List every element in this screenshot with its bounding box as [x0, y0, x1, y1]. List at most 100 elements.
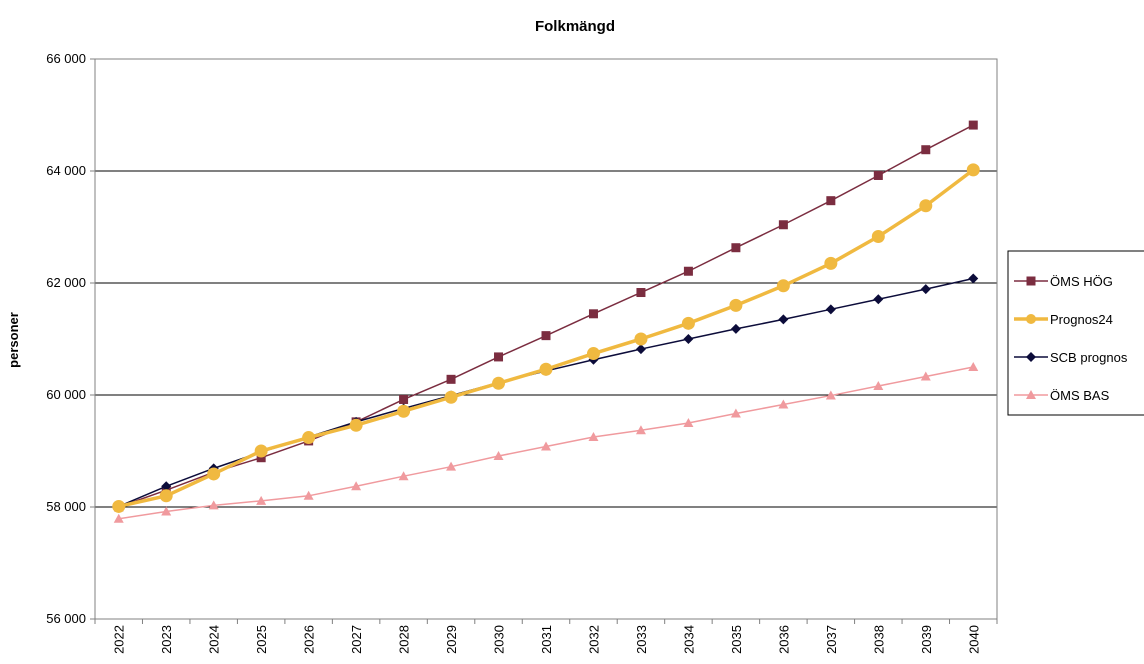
y-tick-label: 64 000 — [46, 163, 86, 178]
series-öms-bas — [113, 362, 979, 523]
y-tick-label: 58 000 — [46, 499, 86, 514]
data-point — [302, 431, 316, 445]
data-point — [539, 362, 553, 376]
data-point — [1026, 314, 1036, 324]
data-point — [778, 399, 789, 409]
legend-label: Prognos24 — [1050, 312, 1113, 327]
chart-title: Folkmängd — [535, 18, 615, 35]
data-point — [825, 390, 836, 400]
x-tick-label: 2035 — [729, 625, 744, 654]
data-point — [586, 347, 600, 361]
x-tick-label: 2030 — [492, 625, 507, 654]
data-point — [968, 273, 979, 284]
gridlines — [95, 170, 997, 508]
data-point — [683, 266, 693, 276]
data-point — [636, 288, 646, 298]
x-tick-label: 2023 — [159, 625, 174, 654]
data-point — [588, 432, 599, 441]
data-point — [968, 362, 979, 371]
x-tick-label: 2039 — [919, 625, 934, 654]
data-point — [776, 279, 790, 293]
data-point — [446, 461, 457, 471]
y-tick-label: 66 000 — [46, 51, 86, 66]
x-tick-label: 2026 — [302, 625, 317, 654]
data-point — [920, 284, 931, 295]
x-tick-label: 2033 — [634, 625, 649, 654]
plot-area — [94, 58, 998, 620]
x-tick-label: 2034 — [681, 625, 696, 654]
data-point — [873, 170, 883, 180]
x-tick-label: 2032 — [586, 625, 601, 654]
data-point — [588, 309, 598, 319]
data-point — [113, 513, 124, 523]
legend-label: ÖMS HÖG — [1050, 274, 1113, 289]
data-point — [778, 220, 788, 230]
data-point — [730, 323, 741, 334]
x-tick-label: 2028 — [397, 625, 412, 654]
data-point — [778, 314, 789, 325]
x-tick-label: 2038 — [871, 625, 886, 654]
data-point — [635, 425, 646, 435]
data-point — [871, 230, 885, 244]
data-point — [446, 374, 456, 384]
data-point — [207, 467, 221, 481]
data-point — [112, 499, 126, 513]
data-point — [919, 199, 933, 213]
legend-item: Prognos24 — [1014, 312, 1113, 327]
data-point — [634, 332, 648, 346]
legend-item: ÖMS HÖG — [1014, 274, 1113, 289]
data-point — [303, 490, 314, 500]
data-point — [493, 451, 504, 461]
data-point — [683, 418, 694, 427]
data-point — [729, 298, 743, 312]
x-tick-label: 2031 — [539, 625, 554, 654]
data-point — [825, 304, 836, 315]
data-point — [920, 371, 931, 381]
data-point — [492, 376, 506, 390]
data-point — [731, 243, 741, 253]
data-point — [921, 145, 931, 155]
x-tick-label: 2036 — [776, 625, 791, 654]
y-axis-label: personer — [6, 312, 21, 368]
data-point — [208, 500, 219, 510]
y-tick-label: 60 000 — [46, 387, 86, 402]
data-point — [824, 256, 838, 270]
data-point — [256, 453, 266, 463]
legend-item: SCB prognos — [1014, 350, 1128, 365]
data-point — [161, 506, 172, 516]
data-point — [966, 163, 980, 177]
data-point — [1026, 390, 1036, 399]
data-point — [968, 120, 978, 130]
data-point — [1026, 276, 1036, 286]
x-tick-label: 2029 — [444, 625, 459, 654]
x-tick-label: 2037 — [824, 625, 839, 654]
data-point — [254, 444, 268, 458]
data-point — [351, 481, 362, 491]
y-tick-label: 62 000 — [46, 275, 86, 290]
data-point — [398, 471, 409, 481]
x-tick-label: 2022 — [112, 625, 127, 654]
x-tick-label: 2027 — [349, 625, 364, 654]
data-point — [494, 352, 504, 362]
data-point — [161, 481, 172, 492]
data-point — [444, 390, 458, 404]
data-point — [399, 394, 409, 404]
data-point — [1026, 352, 1036, 362]
data-point — [256, 495, 267, 505]
data-point — [541, 331, 551, 341]
legend-label: ÖMS BAS — [1050, 388, 1110, 403]
x-tick-label: 2024 — [207, 625, 222, 654]
data-point — [681, 316, 695, 330]
data-point — [541, 441, 551, 451]
data-point — [635, 344, 646, 355]
data-point — [730, 408, 741, 418]
data-point — [159, 489, 173, 503]
data-point — [683, 334, 694, 344]
y-tick-label: 56 000 — [46, 611, 86, 626]
data-point — [349, 418, 363, 432]
x-tick-label: 2025 — [254, 625, 269, 654]
legend-label: SCB prognos — [1050, 350, 1128, 365]
y-axis: 56 000 58 000 60 000 62 000 64 000 66 000 — [46, 51, 95, 626]
data-point — [873, 294, 884, 305]
